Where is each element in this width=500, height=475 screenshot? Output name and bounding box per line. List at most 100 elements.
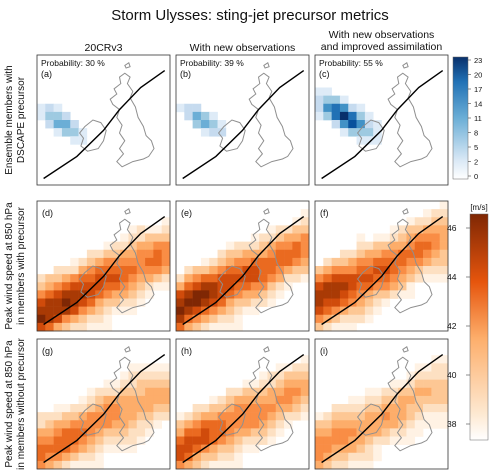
heat-cell xyxy=(53,404,63,413)
heat-cell xyxy=(323,95,332,105)
heat-cell xyxy=(356,111,366,121)
heat-cell xyxy=(103,290,113,299)
heat-cell xyxy=(284,420,293,429)
heat-cell xyxy=(37,322,46,332)
heat-cell xyxy=(70,420,79,429)
heat-cell xyxy=(389,266,399,275)
heat-cell xyxy=(161,379,171,389)
heat-cell xyxy=(406,257,416,267)
heat-cell xyxy=(192,420,202,429)
heat-cell xyxy=(95,452,104,462)
heat-cell xyxy=(356,241,366,251)
heat-cell xyxy=(373,120,382,129)
panel-frame xyxy=(175,338,310,470)
heat-cell xyxy=(70,428,79,437)
heat-cell xyxy=(389,436,399,445)
heat-cell xyxy=(176,460,185,470)
heat-cell xyxy=(292,233,301,242)
heat-cell xyxy=(145,371,154,380)
heat-cell xyxy=(53,128,63,137)
heat-cell xyxy=(136,290,146,299)
heat-cell xyxy=(331,306,341,316)
heat-cell xyxy=(398,395,407,405)
heat-cell xyxy=(439,395,449,405)
heat-cell xyxy=(423,209,432,218)
heat-cell xyxy=(111,298,121,307)
heat-cell xyxy=(389,379,399,389)
heat-cell xyxy=(406,282,416,291)
heat-cell xyxy=(381,395,391,405)
heat-cell xyxy=(300,404,310,413)
heat-cell xyxy=(209,282,218,291)
heat-cell xyxy=(176,282,185,291)
heat-cell xyxy=(95,298,104,307)
heat-cell xyxy=(398,233,407,242)
heat-cell xyxy=(250,266,260,275)
heat-cells xyxy=(37,217,171,332)
heat-cell xyxy=(381,290,391,299)
heat-cell xyxy=(381,428,391,437)
heat-cell xyxy=(364,395,374,405)
heat-cell xyxy=(45,111,54,121)
heat-cell xyxy=(176,420,185,429)
heat-cell xyxy=(45,436,54,445)
heat-cell xyxy=(414,412,424,421)
heat-cell xyxy=(78,412,88,421)
heat-cell xyxy=(53,111,63,121)
heat-cell xyxy=(209,266,218,275)
heat-cell xyxy=(323,444,332,454)
panel-frame xyxy=(314,54,449,186)
heat-cell xyxy=(184,298,193,307)
heat-cell xyxy=(128,249,138,259)
heat-cell xyxy=(364,314,374,324)
heat-cell xyxy=(70,120,79,129)
heat-cell xyxy=(398,266,407,275)
row-header-line: Peak wind speed at 850 hPa xyxy=(4,202,15,330)
heat-cell xyxy=(184,314,193,324)
heat-cell xyxy=(217,428,227,437)
heat-cell xyxy=(373,274,382,283)
coastline xyxy=(124,208,131,215)
heat-cell xyxy=(70,460,79,470)
heat-cell xyxy=(103,257,113,267)
heat-cell xyxy=(423,412,432,421)
heat-cell xyxy=(259,428,268,437)
heat-cell xyxy=(103,412,113,421)
heat-cell xyxy=(267,241,277,251)
heat-cell xyxy=(339,298,349,307)
heat-cell xyxy=(225,322,235,332)
heat-cell xyxy=(61,298,71,307)
heat-cell xyxy=(364,128,374,137)
heat-cell xyxy=(37,444,46,454)
heat-cell xyxy=(242,395,252,405)
heat-cell xyxy=(217,452,227,462)
heat-cell xyxy=(389,428,399,437)
heat-cell xyxy=(103,420,113,429)
heat-cell xyxy=(61,274,71,283)
heat-cell xyxy=(128,225,138,234)
heat-cell xyxy=(234,428,243,437)
panel-label: (d) xyxy=(42,208,53,218)
heat-cell xyxy=(275,225,285,234)
heat-cell xyxy=(200,452,210,462)
heat-cell xyxy=(381,249,391,259)
heat-cell xyxy=(128,379,138,389)
heat-cell xyxy=(111,412,121,421)
heat-cell xyxy=(37,282,46,291)
heat-cell xyxy=(217,436,227,445)
heat-cell xyxy=(225,306,235,316)
heat-cell xyxy=(53,428,63,437)
heat-cell xyxy=(61,420,71,429)
heat-cell xyxy=(53,298,63,307)
heat-cell xyxy=(356,404,366,413)
panel-frame xyxy=(36,338,171,470)
heat-cell xyxy=(267,266,277,275)
heat-cell xyxy=(153,412,162,421)
heat-cell xyxy=(242,420,252,429)
heat-cell xyxy=(364,420,374,429)
heat-cell xyxy=(259,395,268,405)
map-panel: (g) xyxy=(36,338,171,470)
heat-cell xyxy=(176,274,185,283)
heat-cell xyxy=(439,379,449,389)
heat-cell xyxy=(153,363,162,372)
